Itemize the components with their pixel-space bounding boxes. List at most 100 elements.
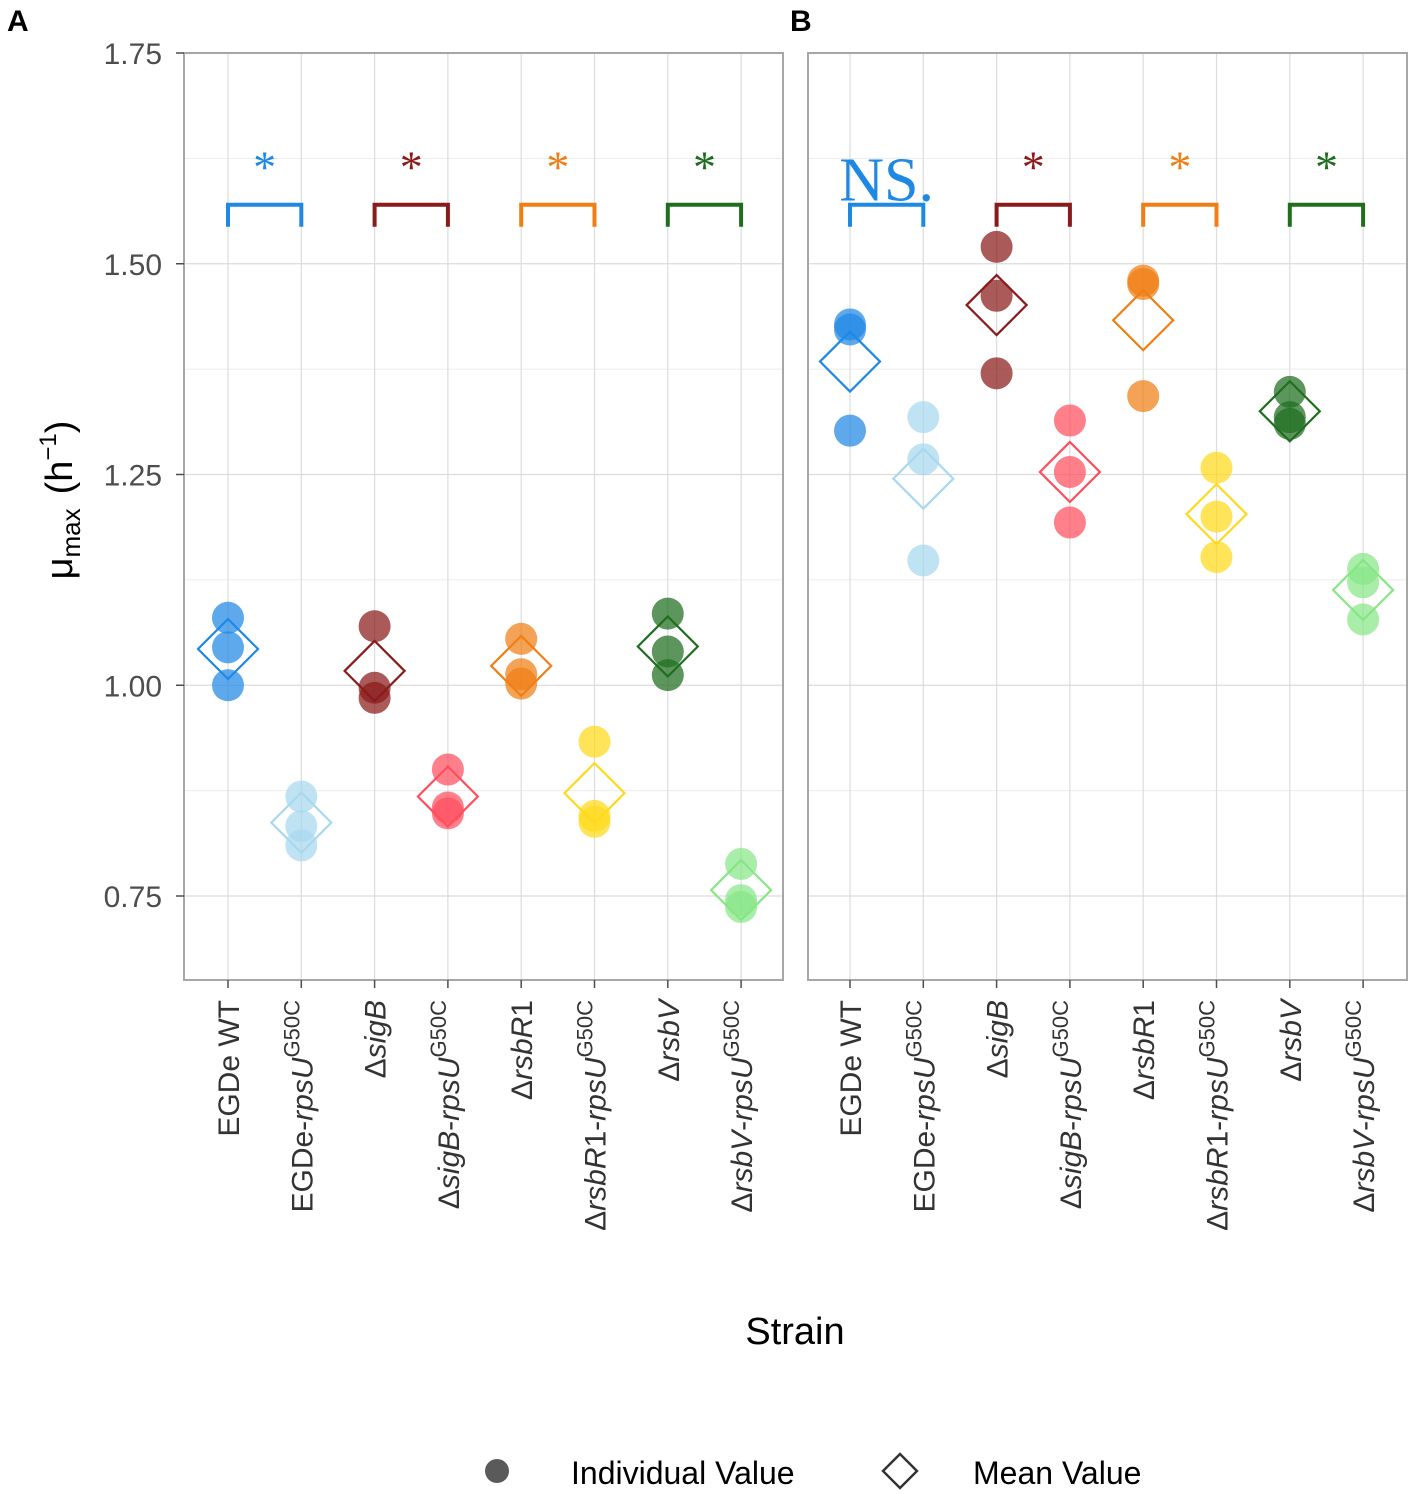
mean-diamond: [709, 858, 773, 922]
individual-point: [505, 622, 538, 655]
individual-point: [980, 357, 1013, 390]
mean-diamond: [891, 447, 955, 511]
individual-point: [1127, 380, 1160, 413]
individual-point: [725, 890, 758, 923]
legend-individual-marker: [485, 1459, 509, 1483]
x-tick-label: ΔsigB-rpsUG50C: [426, 1000, 466, 1209]
individual-point: [834, 414, 866, 447]
significance-label: *: [253, 142, 276, 193]
individual-point: [212, 669, 244, 702]
mean-diamond: [196, 617, 260, 681]
individual-point: [651, 597, 684, 630]
significance-bracket: [994, 202, 1072, 227]
y-axis-title: μmax (h−1): [35, 421, 86, 580]
legend: Individual Value Mean Value: [485, 1452, 1141, 1491]
mean-diamond: [965, 273, 1029, 337]
x-tick-label: ΔrsbV-rpsUG50C: [1341, 1000, 1381, 1213]
x-tick-label: ΔsigB: [360, 1000, 393, 1078]
x-tick-label: EGDe WT: [213, 1000, 246, 1137]
significance-bracket: [1141, 202, 1219, 227]
significance-bracket: [226, 202, 304, 227]
individual-point: [1127, 267, 1160, 300]
individual-point: [980, 279, 1013, 312]
y-axis-title-close: ): [39, 421, 81, 434]
x-tick-label: EGDe WT: [835, 1000, 868, 1137]
significance-bracket: [848, 202, 926, 227]
individual-point: [834, 313, 866, 346]
mean-diamond: [562, 761, 627, 825]
mean-diamond: [818, 329, 882, 394]
individual-point: [1273, 407, 1306, 440]
mean-diamond: [1111, 288, 1175, 352]
y-axis-title-mu: μ: [39, 558, 81, 580]
individual-point: [578, 725, 611, 758]
individual-point: [1200, 541, 1233, 574]
significance-label: *: [400, 142, 423, 193]
significance-label: *: [1168, 142, 1191, 193]
mean-diamond: [269, 791, 333, 855]
panel-b: B NS. * * * EGDe WT EGDe-rpsUG50C ΔsigB ΔsigB-rp…: [790, 5, 1408, 1231]
significance-label: *: [546, 142, 569, 193]
significance-bracket: [1287, 202, 1366, 227]
x-tick-label: ΔrsbR1-rpsUG50C: [1195, 1000, 1235, 1231]
individual-point: [431, 753, 464, 786]
y-axis-title-open: (h: [39, 461, 81, 495]
y-tick-label: 1.75: [104, 38, 162, 71]
y-tick-label: 0.75: [104, 881, 162, 914]
y-tick-label: 1.00: [104, 670, 162, 703]
individual-point: [212, 631, 244, 664]
individual-point: [358, 610, 391, 643]
significance-bracket: [665, 202, 744, 227]
y-tick-label: 1.50: [104, 249, 162, 282]
individual-point: [907, 401, 940, 434]
individual-point: [907, 443, 940, 476]
x-tick-label: ΔrsbV: [1275, 997, 1308, 1082]
individual-point: [1053, 455, 1086, 488]
panel-label: A: [7, 5, 29, 38]
mean-diamond: [1184, 482, 1249, 546]
individual-point: [980, 230, 1013, 263]
mean-diamond: [1038, 440, 1102, 504]
panel-border: [183, 52, 784, 981]
individual-point: [1053, 404, 1086, 437]
y-tick-label: 1.25: [104, 460, 162, 493]
x-tick-label: ΔrsbR1-rpsUG50C: [573, 1000, 613, 1231]
legend-mean-marker: [881, 1452, 919, 1490]
x-tick-label: ΔsigB-rpsUG50C: [1048, 1000, 1088, 1209]
mean-diamond: [1258, 379, 1322, 443]
significance-bracket: [372, 202, 450, 227]
panel-border: [807, 52, 1408, 981]
mean-diamond: [636, 614, 700, 679]
individual-point: [431, 797, 464, 830]
x-tick-label: ΔrsbR1: [506, 1000, 539, 1100]
individual-point: [505, 667, 538, 700]
significance-label: *: [693, 142, 716, 193]
y-axis-ticks: 0.75 1.00 1.25 1.50 1.75: [104, 38, 184, 914]
legend-individual-label: Individual Value: [571, 1455, 795, 1491]
individual-point: [725, 847, 758, 880]
x-tick-label: ΔrsbV: [653, 997, 686, 1082]
y-axis-title-sup: −1: [35, 433, 62, 460]
x-axis-title: Strain: [745, 1311, 844, 1353]
individual-point: [285, 829, 318, 862]
individual-point: [285, 780, 318, 813]
individual-point: [358, 681, 391, 714]
mean-diamond: [343, 639, 407, 703]
mean-diamond: [489, 634, 553, 698]
y-axis-title-sub: max: [56, 508, 86, 557]
individual-point: [1200, 500, 1233, 533]
individual-point: [907, 544, 940, 577]
mean-diamond: [416, 764, 480, 829]
significance-bracket: [519, 202, 597, 227]
x-tick-label: ΔrsbV-rpsUG50C: [719, 1000, 759, 1213]
significance-label: *: [1022, 142, 1045, 193]
individual-point: [1347, 566, 1380, 599]
panel-a: A * * * * EGDe WT EGDe-rpsUG50C ΔsigB ΔsigB-rpsU…: [7, 5, 784, 1231]
individual-point: [1200, 451, 1233, 484]
significance-label: *: [1315, 142, 1338, 193]
x-tick-label: ΔsigB: [982, 1000, 1015, 1078]
x-tick-label: ΔrsbR1: [1128, 1000, 1161, 1100]
individual-point: [651, 635, 684, 668]
significance-label: NS.: [839, 147, 934, 215]
